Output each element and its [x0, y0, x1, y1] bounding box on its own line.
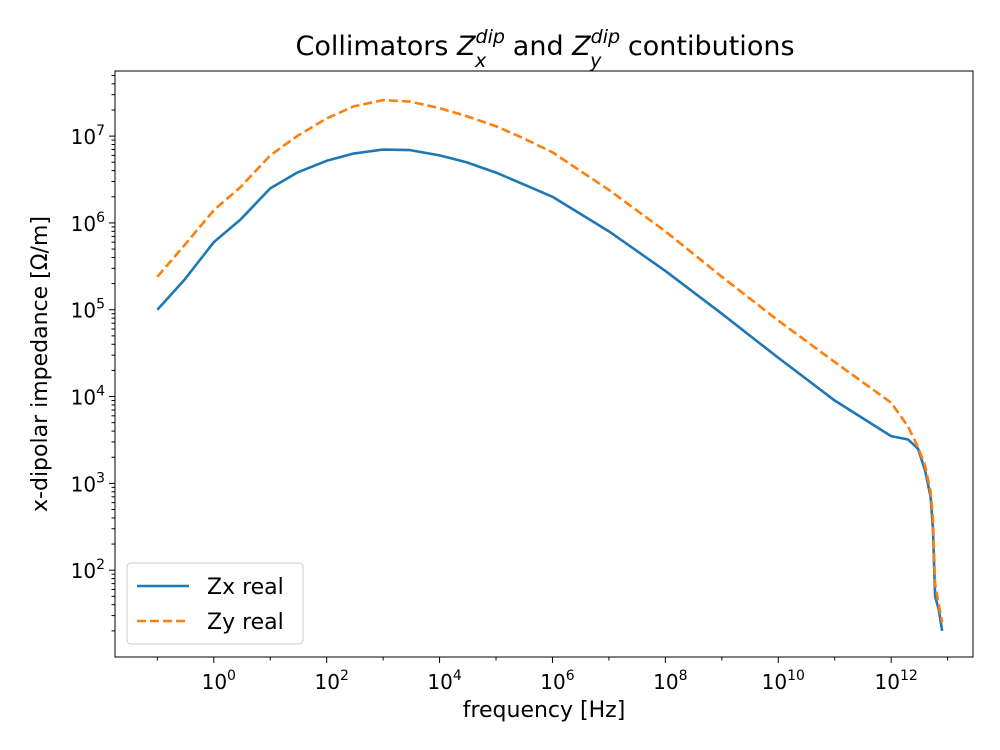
y-tick-label: 107 — [71, 123, 105, 149]
x-tick-label: 108 — [653, 668, 687, 694]
x-tick-label: 102 — [314, 668, 348, 694]
x-tick-label: 1010 — [762, 668, 805, 694]
x-tick-label: 100 — [202, 668, 236, 694]
x-tick-label: 106 — [540, 668, 574, 694]
x-axis-label: frequency [Hz] — [463, 698, 626, 723]
plot-frame — [114, 70, 974, 658]
y-tick-label: 103 — [71, 470, 105, 496]
series-line-zy-real — [156, 98, 944, 623]
y-axis-label: x-dipolar impedance [Ω/m] — [28, 216, 53, 512]
x-tick-label: 1012 — [875, 668, 918, 694]
y-tick-label: 104 — [71, 384, 105, 410]
axis-ticks: 100 102 104 106 108 1010 1012 102 103 104 105 106 10… — [71, 74, 949, 694]
legend-box — [126, 562, 304, 645]
legend-label-zx: Zx real — [207, 575, 284, 600]
y-tick-label: 102 — [71, 557, 105, 583]
x-tick-label: 104 — [427, 668, 461, 694]
legend-label-zy: Zy real — [207, 610, 284, 635]
chart-title: Collimators Zdip x and Zdip y contibutions — [295, 26, 794, 72]
series-lines — [156, 98, 944, 632]
y-tick-label: 105 — [71, 297, 105, 323]
legend: Zx real Zy real — [126, 562, 304, 645]
y-tick-label: 106 — [71, 210, 105, 236]
